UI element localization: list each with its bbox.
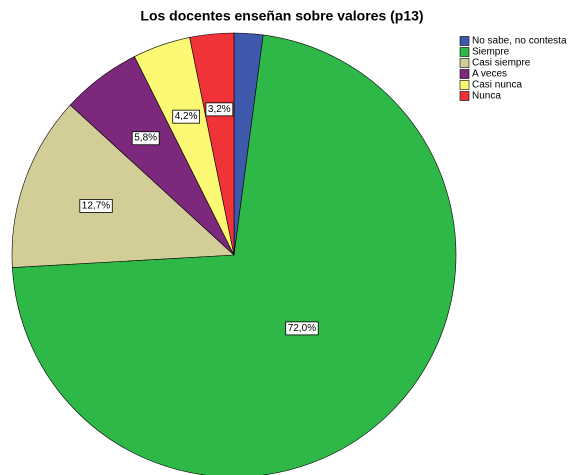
legend-label: Siempre bbox=[472, 47, 510, 58]
data-label-box bbox=[131, 131, 160, 146]
pie-slice bbox=[11, 104, 235, 268]
data-label-box bbox=[205, 102, 234, 117]
legend-swatch bbox=[459, 91, 470, 101]
legend-swatch bbox=[459, 58, 470, 68]
legend-label: A veces bbox=[472, 69, 507, 80]
data-label-box bbox=[79, 199, 113, 213]
legend-swatch bbox=[459, 69, 470, 79]
data-label: 72,0% bbox=[288, 323, 316, 334]
data-label-box bbox=[285, 321, 319, 336]
legend-label: No sabe, no contesta bbox=[472, 36, 567, 47]
data-label: 3,2% bbox=[208, 104, 231, 115]
data-label-box bbox=[172, 109, 201, 124]
legend-label: Casi nunca bbox=[472, 80, 522, 91]
legend-label: Nunca bbox=[472, 91, 501, 102]
pie-slice bbox=[189, 32, 235, 256]
legend-swatch bbox=[459, 80, 470, 90]
legend-swatch bbox=[459, 36, 470, 46]
legend-swatch bbox=[459, 47, 470, 57]
data-label: 12,7% bbox=[82, 200, 110, 211]
data-label: 4,2% bbox=[175, 111, 198, 122]
legend-label: Casi siempre bbox=[472, 58, 531, 69]
chart-title: Los docentes enseñan sobre valores (p13) bbox=[140, 8, 423, 24]
data-label: 5,8% bbox=[134, 133, 157, 144]
